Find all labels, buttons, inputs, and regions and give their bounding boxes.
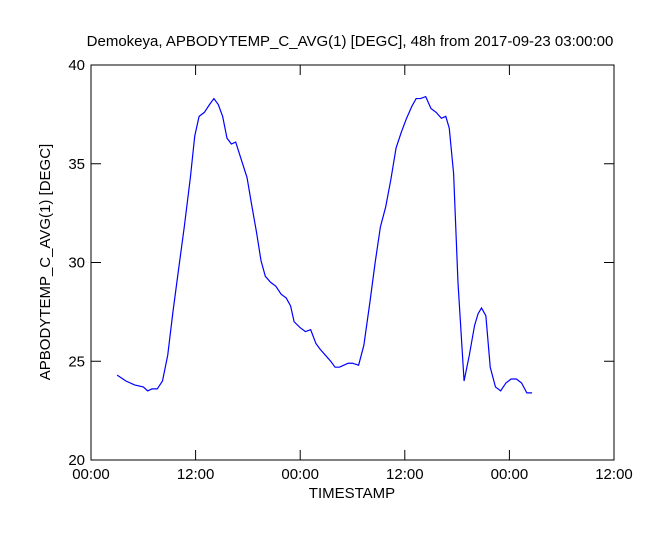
x-tick-label: 12:00 [595,466,633,483]
x-tick-label: 00:00 [491,466,529,483]
x-tick-label: 00:00 [72,466,110,483]
y-tick-label: 25 [68,353,85,370]
x-tick-label: 12:00 [386,466,424,483]
y-tick-label: 35 [68,156,85,173]
x-tick-label: 12:00 [177,466,215,483]
x-axis-title: TIMESTAMP [309,485,395,502]
data-line [116,95,533,394]
chart-title: Demokeya, APBODYTEMP_C_AVG(1) [DEGC], 48… [87,33,614,50]
x-tick-label: 00:00 [281,466,319,483]
plot-frame [90,64,615,461]
y-axis-title: APBODYTEMP_C_AVG(1) [DEGC] [37,144,54,380]
y-tick-label: 20 [68,452,85,469]
y-tick-label: 30 [68,255,85,272]
y-tick-label: 40 [68,57,85,74]
